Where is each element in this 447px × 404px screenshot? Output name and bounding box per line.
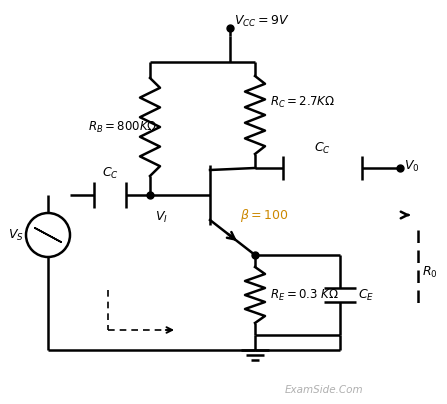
Text: $C_C$: $C_C$ [101,166,118,181]
Text: $C_E$: $C_E$ [358,288,374,303]
Text: $V_{CC}=9V$: $V_{CC}=9V$ [234,13,290,29]
Text: $R_B=800K\Omega$: $R_B=800K\Omega$ [88,120,157,135]
Text: $V_0$: $V_0$ [404,158,420,174]
Text: $R_C=2.7K\Omega$: $R_C=2.7K\Omega$ [270,95,335,110]
Text: $R_0$: $R_0$ [422,265,438,280]
Text: $R_E=0.3\ K\Omega$: $R_E=0.3\ K\Omega$ [270,288,339,303]
Text: $\beta=100$: $\beta=100$ [240,206,288,223]
Text: $C_C$: $C_C$ [314,141,331,156]
Text: ExamSide.Com: ExamSide.Com [285,385,363,395]
Text: $V_I$: $V_I$ [155,209,168,225]
Text: $V_S$: $V_S$ [8,227,24,242]
